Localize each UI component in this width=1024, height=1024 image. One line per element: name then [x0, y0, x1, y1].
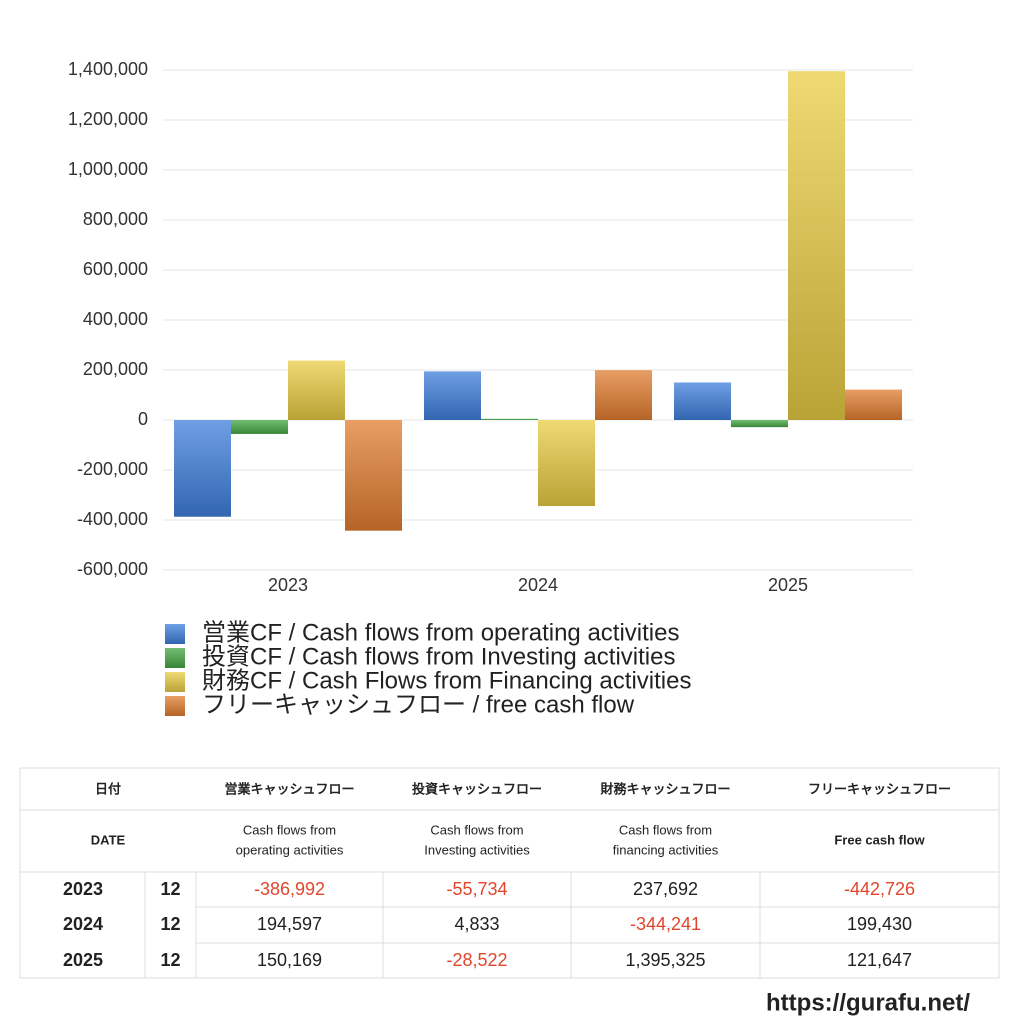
y-tick-label: -200,000 [77, 459, 148, 479]
bar [174, 420, 231, 517]
table-subheader: DATE [91, 832, 126, 847]
legend-label: 投資CF / Cash flows from Investing activit… [202, 643, 675, 670]
table-cell: 150,169 [257, 950, 322, 970]
table-date-cell: 12 [160, 914, 180, 934]
table-cell: 237,692 [633, 879, 698, 899]
legend-label: 営業CF / Cash flows from operating activit… [202, 619, 679, 646]
bar [288, 360, 345, 420]
bar [481, 418, 538, 420]
x-tick-label: 2023 [268, 575, 308, 595]
table-cell: -28,522 [446, 950, 507, 970]
y-tick-label: 600,000 [83, 259, 148, 279]
bar [731, 420, 788, 428]
table-header: 営業キャッシュフロー [224, 781, 354, 796]
table-date-cell: 2024 [63, 914, 103, 934]
y-tick-label: 1,200,000 [68, 109, 148, 129]
table-cell: -344,241 [630, 914, 701, 934]
table-header: 財務キャッシュフロー [599, 781, 730, 796]
y-tick-label: 200,000 [83, 359, 148, 379]
bar [345, 420, 402, 531]
bar [845, 389, 902, 420]
y-tick-label: 0 [138, 409, 148, 429]
table-border [19, 767, 1000, 979]
bar [788, 71, 845, 420]
x-tick-label: 2025 [768, 575, 808, 595]
table-cell: -386,992 [254, 879, 325, 899]
y-tick-label: -400,000 [77, 509, 148, 529]
legend-swatch [165, 672, 185, 692]
y-tick-label: 1,400,000 [68, 59, 148, 79]
table-subheader: Cash flows from [430, 822, 523, 837]
bar [674, 382, 731, 420]
table-header: 日付 [95, 781, 121, 796]
table-header: フリーキャッシュフロー [808, 781, 951, 796]
table-date-cell: 12 [160, 879, 180, 899]
table-cell: 121,647 [847, 950, 912, 970]
table-cell: -55,734 [446, 879, 507, 899]
y-tick-label: 800,000 [83, 209, 148, 229]
table-cell: 199,430 [847, 914, 912, 934]
table-cell: 1,395,325 [625, 950, 705, 970]
legend-swatch [165, 624, 185, 644]
y-tick-label: 400,000 [83, 309, 148, 329]
bar [424, 371, 481, 420]
table-cell: 194,597 [257, 914, 322, 934]
table-subheader: Free cash flow [834, 832, 925, 847]
y-tick-label: -600,000 [77, 559, 148, 579]
x-tick-label: 2024 [518, 575, 558, 595]
footer-url: https://gurafu.net/ [766, 989, 970, 1016]
table-header: 投資キャッシュフロー [412, 781, 542, 796]
table-subheader: Cash flows from [243, 822, 336, 837]
table-subheader: operating activities [236, 842, 344, 857]
table-subheader: Cash flows from [619, 822, 712, 837]
legend-swatch [165, 648, 185, 668]
table-cell: 4,833 [454, 914, 499, 934]
table-date-cell: 2025 [63, 950, 103, 970]
table-subheader: Investing activities [424, 842, 530, 857]
legend-label: 財務CF / Cash Flows from Financing activit… [202, 667, 691, 694]
bar [538, 420, 595, 507]
bar [231, 420, 288, 434]
table-date-cell: 12 [160, 950, 180, 970]
y-tick-label: 1,000,000 [68, 159, 148, 179]
table-date-cell: 2023 [63, 879, 103, 899]
legend-label: フリーキャッシュフロー / free cash flow [202, 691, 635, 718]
legend-swatch [165, 696, 185, 716]
bar [595, 370, 652, 420]
table-cell: -442,726 [844, 879, 915, 899]
table-subheader: financing activities [613, 842, 719, 857]
